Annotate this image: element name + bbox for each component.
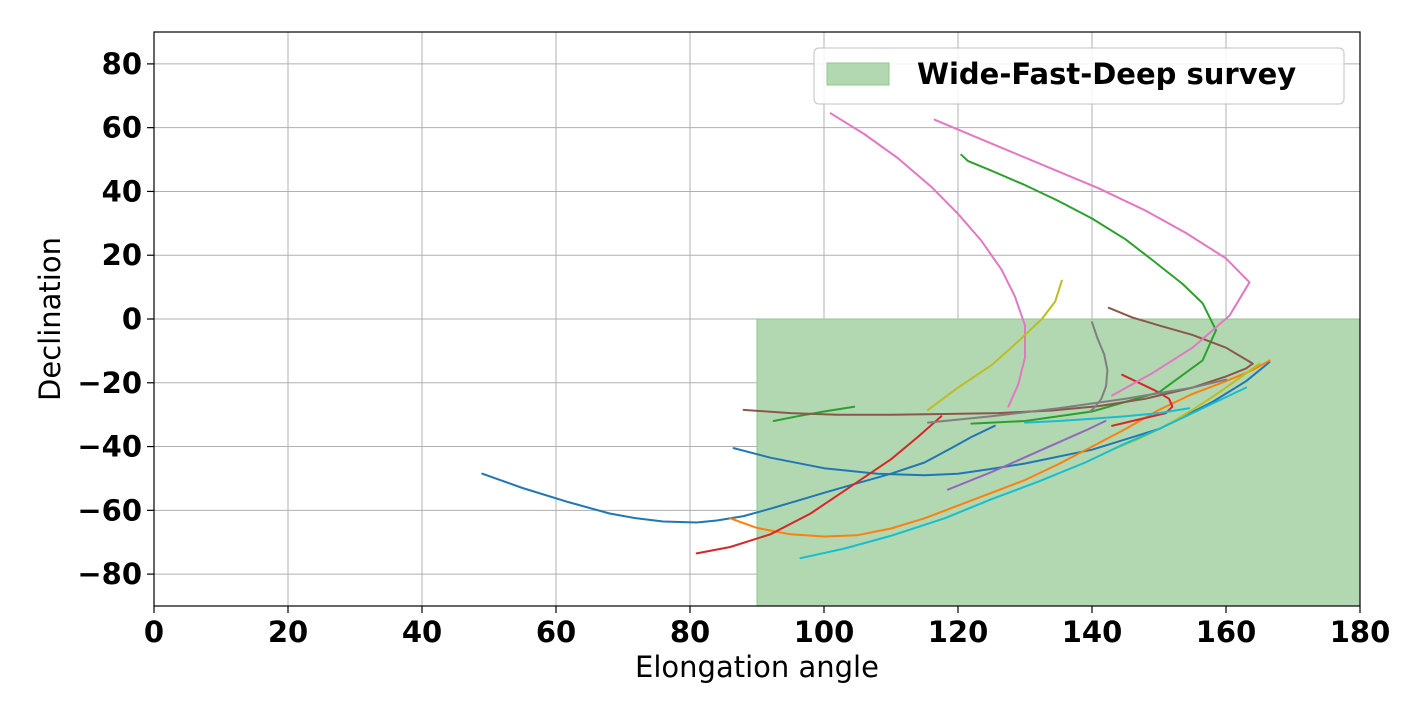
legend: Wide-Fast-Deep survey [813,47,1345,105]
x-tick-label: 40 [402,615,442,649]
y-tick-label: 40 [102,174,142,208]
trajectory-line [1111,373,1174,427]
trajectory-line [732,361,1271,477]
y-tick-label: −80 [77,557,142,591]
x-tick-label: 140 [1062,615,1123,649]
legend-label: Wide-Fast-Deep survey [917,57,1296,91]
y-tick-label: 60 [102,111,142,145]
trajectory-line [1024,407,1191,424]
x-tick-label: 100 [794,615,855,649]
x-tick-label: 180 [1330,615,1391,649]
legend-box [813,47,1345,105]
trajectory-line [947,420,1107,491]
x-tick-label: 20 [268,615,308,649]
trajectory-line [799,386,1248,560]
legend-swatch [826,62,890,86]
trajectory-line [1089,321,1109,413]
trajectory-series [481,112,1271,560]
y-tick-label: −40 [77,430,142,464]
x-tick-label: 0 [144,615,164,649]
trajectory-line [695,415,943,555]
y-axis-ticks: −80 −60 −40 −20 0 20 40 60 80 [77,47,154,591]
y-tick-label: −60 [77,493,142,527]
x-axis-ticks: 0 20 40 60 80 100 120 140 160 180 [144,606,1390,649]
trajectory-line [481,424,996,524]
y-axis-title: Declination [33,237,67,401]
trajectory-line [926,378,1227,424]
x-tick-label: 160 [1196,615,1257,649]
y-tick-label: −20 [77,366,142,400]
y-tick-label: 20 [102,238,142,272]
y-tick-label: 80 [102,47,142,81]
x-tick-label: 60 [536,615,576,649]
trajectory-line [729,359,1271,538]
trajectory-line [926,279,1063,411]
trajectory-line [742,306,1254,416]
trajectory-line [829,112,1026,408]
x-axis-title: Elongation angle [635,650,879,684]
x-tick-label: 120 [928,615,989,649]
x-tick-label: 80 [670,615,710,649]
trajectory-line [933,118,1251,397]
y-tick-label: 0 [122,302,142,336]
